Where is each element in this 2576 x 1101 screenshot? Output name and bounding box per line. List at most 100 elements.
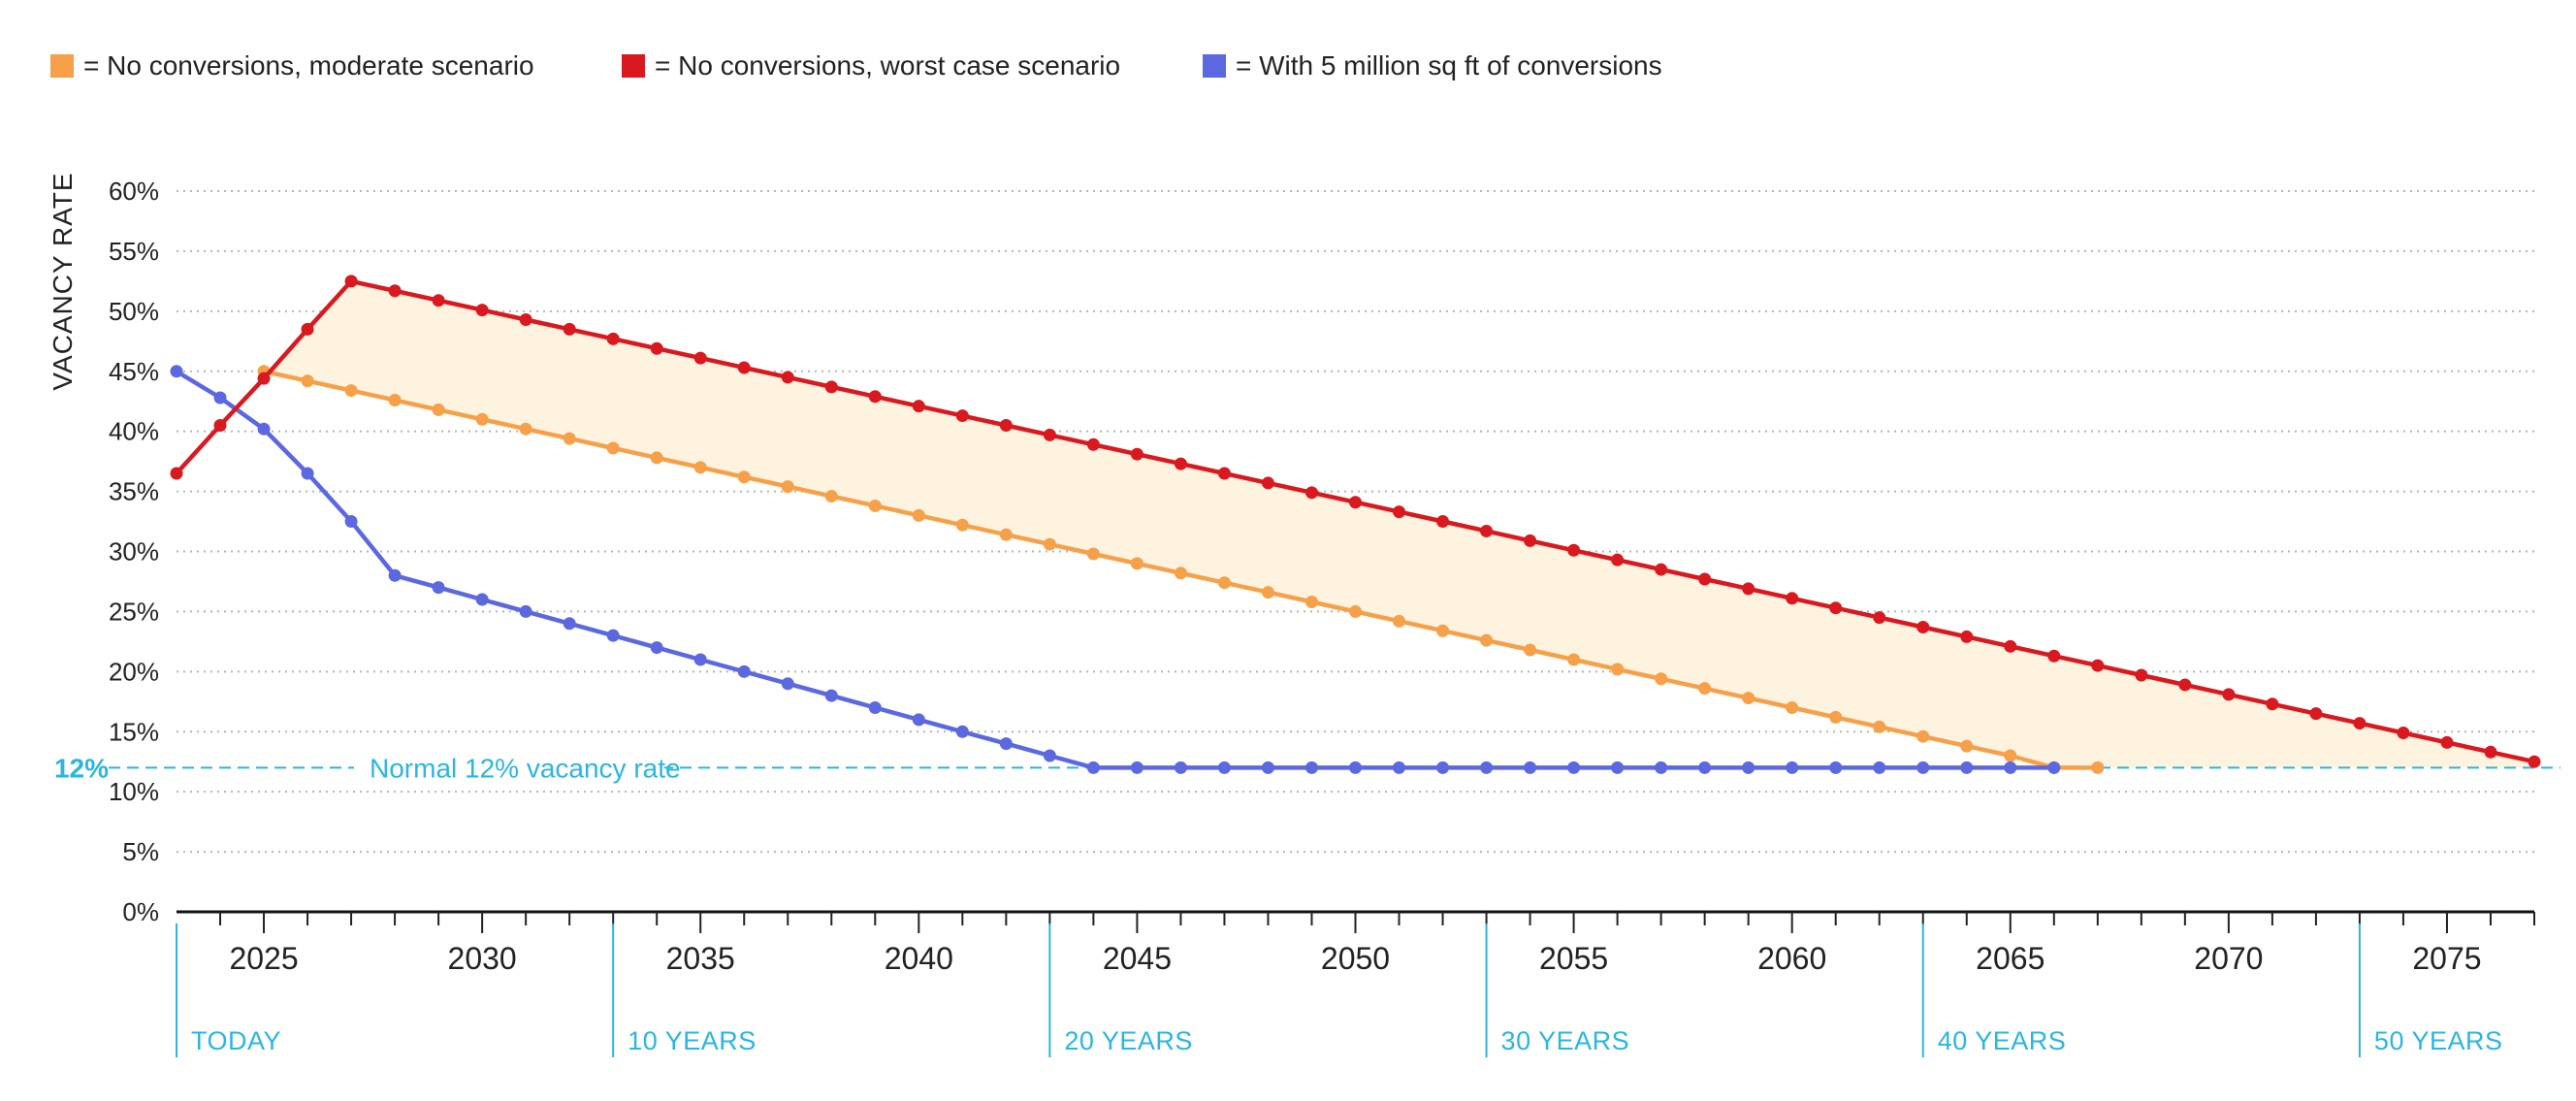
data-point-conversions bbox=[1261, 761, 1274, 774]
x-tick-label: 2040 bbox=[885, 941, 953, 976]
data-point-conversions bbox=[1655, 761, 1668, 774]
data-point-worst-case bbox=[1086, 437, 1100, 451]
data-point-worst-case bbox=[2178, 678, 2192, 692]
data-point-moderate bbox=[388, 393, 402, 406]
scenario-band bbox=[264, 280, 2534, 768]
data-point-worst-case bbox=[1217, 467, 1231, 480]
data-point-worst-case bbox=[2397, 726, 2410, 739]
y-axis-ticks: 0% 5% 10% 15% 20% 25% 30% 35% 40% 45% 50% 55% 60% bbox=[109, 177, 159, 926]
data-point-moderate bbox=[1393, 614, 1406, 628]
data-point-conversions bbox=[2047, 761, 2061, 774]
data-point-moderate bbox=[1086, 547, 1100, 561]
data-point-worst-case bbox=[1393, 505, 1406, 519]
data-point-conversions bbox=[2004, 761, 2017, 774]
x-tick-label: 2070 bbox=[2194, 941, 2263, 976]
milestone: 40 YEARS bbox=[1921, 923, 2066, 1057]
data-point-worst-case bbox=[2047, 649, 2061, 663]
data-point-conversions bbox=[824, 689, 838, 702]
data-point-conversions bbox=[1174, 761, 1187, 774]
data-point-worst-case bbox=[170, 467, 183, 480]
data-point-moderate bbox=[1567, 653, 1581, 666]
data-point-moderate bbox=[1217, 576, 1231, 590]
data-point-worst-case bbox=[606, 332, 620, 345]
y-tick-label: 0% bbox=[122, 897, 159, 926]
reference-label: Normal 12% vacancy rate bbox=[370, 753, 681, 783]
x-axis-ticks: 2025 2030 2035 2040 2045 2050 2055 2060 2065 2070… bbox=[229, 941, 2481, 976]
data-point-moderate bbox=[1916, 729, 1930, 743]
data-point-conversions bbox=[868, 700, 882, 714]
x-tick-label: 2045 bbox=[1103, 941, 1172, 976]
data-point-moderate bbox=[1742, 692, 1755, 705]
data-point-conversions bbox=[257, 422, 271, 436]
data-point-moderate bbox=[868, 499, 882, 512]
y-tick-label: 60% bbox=[109, 177, 159, 206]
data-point-moderate bbox=[1043, 537, 1056, 551]
data-point-moderate bbox=[781, 480, 794, 494]
milestone-label: 50 YEARS bbox=[2374, 1026, 2503, 1055]
data-point-conversions bbox=[1524, 761, 1537, 774]
data-point-conversions bbox=[170, 365, 183, 378]
data-point-conversions bbox=[1043, 749, 1056, 762]
data-point-conversions bbox=[1742, 761, 1755, 774]
data-point-worst-case bbox=[2135, 668, 2148, 682]
y-tick-label: 10% bbox=[109, 777, 159, 806]
data-point-moderate bbox=[475, 412, 489, 426]
data-point-worst-case bbox=[999, 418, 1013, 432]
data-point-conversions bbox=[999, 737, 1013, 751]
milestone: 30 YEARS bbox=[1485, 923, 1629, 1057]
data-point-moderate bbox=[2004, 749, 2017, 762]
data-point-conversions bbox=[1611, 761, 1625, 774]
data-point-moderate bbox=[1349, 604, 1362, 618]
data-point-conversions bbox=[1349, 761, 1362, 774]
data-point-moderate bbox=[650, 451, 663, 465]
data-point-worst-case bbox=[2528, 755, 2541, 768]
data-point-moderate bbox=[824, 490, 838, 503]
y-tick-label: 55% bbox=[109, 237, 159, 266]
data-point-worst-case bbox=[2440, 735, 2454, 749]
data-point-worst-case bbox=[432, 294, 445, 308]
reference-label-background bbox=[354, 750, 664, 786]
data-point-conversions bbox=[1480, 761, 1494, 774]
legend: = No conversions, moderate scenario = No… bbox=[50, 50, 1662, 81]
y-tick-label: 15% bbox=[109, 717, 159, 746]
milestone-label: 10 YEARS bbox=[628, 1026, 757, 1055]
data-point-conversions bbox=[432, 581, 445, 595]
x-tick-label: 2050 bbox=[1321, 941, 1390, 976]
data-point-conversions bbox=[912, 713, 925, 727]
y-tick-label: 45% bbox=[109, 357, 159, 386]
x-tick-label: 2035 bbox=[666, 941, 735, 976]
data-point-moderate bbox=[1786, 700, 1799, 714]
x-axis bbox=[177, 910, 2535, 933]
data-point-conversions bbox=[213, 391, 227, 405]
data-point-moderate bbox=[1829, 710, 1843, 724]
x-tick-label: 2060 bbox=[1757, 941, 1826, 976]
milestone-label: TODAY bbox=[191, 1026, 281, 1055]
y-axis-title: VACANCY RATE bbox=[48, 172, 78, 390]
data-point-moderate bbox=[519, 422, 532, 436]
y-tick-label: 20% bbox=[109, 657, 159, 686]
data-point-moderate bbox=[1698, 682, 1712, 696]
data-point-conversions bbox=[1130, 761, 1143, 774]
data-point-moderate bbox=[1480, 633, 1494, 647]
data-point-moderate bbox=[912, 508, 925, 522]
milestone-label: 20 YEARS bbox=[1064, 1026, 1193, 1055]
data-point-moderate bbox=[999, 528, 1013, 541]
legend-swatch-worst-case bbox=[622, 54, 645, 78]
data-point-worst-case bbox=[1829, 601, 1843, 615]
data-point-moderate bbox=[1873, 720, 1886, 733]
data-point-moderate bbox=[955, 518, 969, 532]
series-moderate bbox=[257, 365, 2105, 774]
data-point-worst-case bbox=[475, 304, 489, 317]
milestone: 50 YEARS bbox=[2358, 923, 2503, 1057]
data-point-worst-case bbox=[1349, 496, 1362, 509]
data-point-worst-case bbox=[1436, 515, 1450, 529]
y-tick-label: 30% bbox=[109, 537, 159, 567]
data-point-moderate bbox=[301, 374, 314, 388]
data-point-moderate bbox=[1130, 557, 1143, 570]
data-point-worst-case bbox=[2266, 697, 2279, 711]
data-point-worst-case bbox=[2484, 745, 2497, 759]
data-point-moderate bbox=[1174, 567, 1187, 580]
data-point-conversions bbox=[388, 568, 402, 582]
data-point-worst-case bbox=[693, 351, 707, 365]
